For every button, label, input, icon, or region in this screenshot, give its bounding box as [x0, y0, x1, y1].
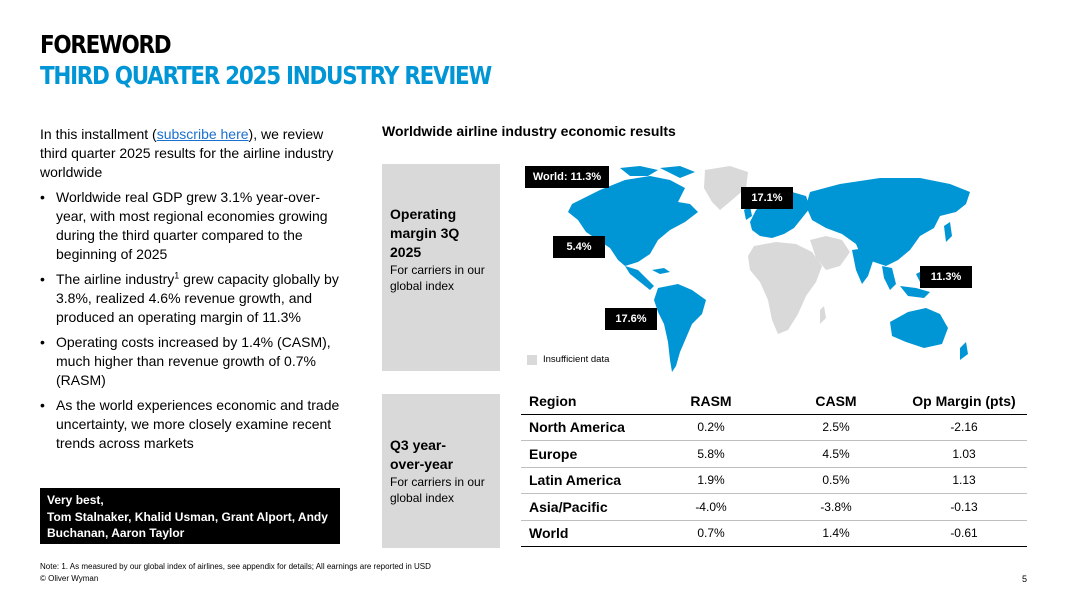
bullet-capacity-start: The airline industry: [56, 271, 175, 287]
intro-text-end: ), we review third quarter 2025 results …: [40, 126, 334, 180]
signoff-authors: Tom Stalnaker, Khalid Usman, Grant Alpor…: [47, 509, 328, 541]
caribbean-shape: [652, 268, 670, 274]
uk-shape: [744, 206, 752, 220]
operating-margin-subtext: For carriers in our global index: [390, 263, 485, 293]
table-row: Europe 5.8% 4.5% 1.03: [521, 440, 1027, 468]
intro-paragraph: In this installment (subscribe here), we…: [40, 125, 340, 182]
row-rasm: 1.9%: [651, 467, 771, 494]
latin-america-margin-label: 17.6%: [605, 308, 657, 330]
signoff-box: Very best, Tom Stalnaker, Khalid Usman, …: [40, 488, 340, 544]
australia-shape: [890, 308, 948, 348]
year-over-year-heading: Q3 year-over-year: [390, 437, 454, 472]
asia-pacific-margin-label: 11.3%: [920, 266, 972, 288]
year-over-year-subtext: For carriers in our global index: [390, 475, 485, 505]
row-region: Latin America: [521, 467, 651, 494]
row-region: North America: [521, 414, 651, 441]
page-number: 5: [1021, 574, 1027, 584]
row-region: World: [521, 520, 651, 547]
footnote: Note: 1. As measured by our global index…: [40, 561, 431, 585]
row-op-margin: 1.13: [901, 467, 1027, 494]
madagascar-shape: [820, 306, 826, 324]
row-region: Asia/Pacific: [521, 493, 651, 521]
page-title: FOREWORD: [40, 30, 172, 59]
bullet-costs: Operating costs increased by 1.4% (CASM)…: [40, 333, 340, 390]
table-row: Latin America 1.9% 0.5% 1.13: [521, 467, 1027, 494]
africa-shape: [748, 242, 822, 334]
middle-east-shape: [810, 236, 850, 270]
signoff-greeting: Very best,: [47, 493, 104, 507]
southeast-asia-shape: [882, 266, 930, 298]
row-rasm: 0.2%: [651, 414, 771, 441]
table-row: Asia/Pacific -4.0% -3.8% -0.13: [521, 493, 1027, 521]
new-zealand-shape: [960, 342, 968, 360]
intro-text-start: In this installment (: [40, 126, 157, 142]
map-legend: Insufficient data: [527, 354, 609, 365]
footnote-text: Note: 1. As measured by our global index…: [40, 562, 431, 571]
year-over-year-label-box: Q3 year-over-year For carriers in our gl…: [382, 394, 500, 548]
row-op-margin: 1.03: [901, 440, 1027, 468]
world-margin-label: World: 11.3%: [525, 166, 609, 188]
japan-shape: [944, 222, 952, 242]
bullet-capacity: The airline industry1 grew capacity glob…: [40, 270, 340, 327]
key-points-list: Worldwide real GDP grew 3.1% year-over-y…: [40, 188, 340, 459]
world-map: [568, 166, 970, 372]
column-header-op-margin: Op Margin (pts): [901, 388, 1027, 415]
row-op-margin: -0.13: [901, 493, 1027, 521]
subscribe-link[interactable]: subscribe here: [156, 126, 249, 142]
row-op-margin: -0.61: [901, 520, 1027, 547]
table-row: World 0.7% 1.4% -0.61: [521, 520, 1027, 547]
row-casm: 1.4%: [771, 520, 901, 547]
copyright: © Oliver Wyman: [40, 574, 99, 583]
north-america-shape: [568, 176, 698, 266]
row-rasm: 5.8%: [651, 440, 771, 468]
page-subtitle: THIRD QUARTER 2025 INDUSTRY REVIEW: [40, 61, 492, 90]
column-header-rasm: RASM: [651, 388, 771, 415]
bullet-capacity-end: grew capacity globally by 3.8%, realized…: [56, 271, 339, 325]
row-region: Europe: [521, 440, 651, 468]
europe-margin-label: 17.1%: [741, 187, 793, 209]
results-section-title: Worldwide airline industry economic resu…: [382, 123, 676, 139]
bullet-uncertainty: As the world experiences economic and tr…: [40, 396, 340, 453]
regional-results-table: Region RASM CASM Op Margin (pts) North A…: [521, 388, 1027, 547]
column-header-casm: CASM: [771, 388, 901, 415]
row-rasm: 0.7%: [651, 520, 771, 547]
row-casm: -3.8%: [771, 493, 901, 521]
north-america-margin-label: 5.4%: [553, 236, 605, 258]
greenland-shape: [704, 166, 748, 210]
row-casm: 4.5%: [771, 440, 901, 468]
legend-label: Insufficient data: [543, 354, 610, 365]
row-op-margin: -2.16: [901, 414, 1027, 441]
central-america-shape: [625, 266, 654, 290]
south-america-shape: [654, 284, 706, 372]
row-casm: 0.5%: [771, 467, 901, 494]
operating-margin-label-box: Operating margin 3Q 2025 For carriers in…: [382, 164, 500, 371]
arctic-islands-shape: [620, 166, 695, 178]
operating-margin-heading: Operating margin 3Q 2025: [390, 206, 460, 260]
footnote-marker: 1: [174, 270, 180, 281]
row-rasm: -4.0%: [651, 493, 771, 521]
column-header-region: Region: [521, 388, 651, 415]
asia-shape: [806, 178, 970, 266]
table-row: North America 0.2% 2.5% -2.16: [521, 414, 1027, 441]
table-header-row: Region RASM CASM Op Margin (pts): [521, 388, 1027, 415]
insufficient-data-swatch: [527, 354, 537, 365]
row-casm: 2.5%: [771, 414, 901, 441]
bullet-gdp: Worldwide real GDP grew 3.1% year-over-y…: [40, 188, 340, 264]
india-shape: [852, 248, 874, 284]
